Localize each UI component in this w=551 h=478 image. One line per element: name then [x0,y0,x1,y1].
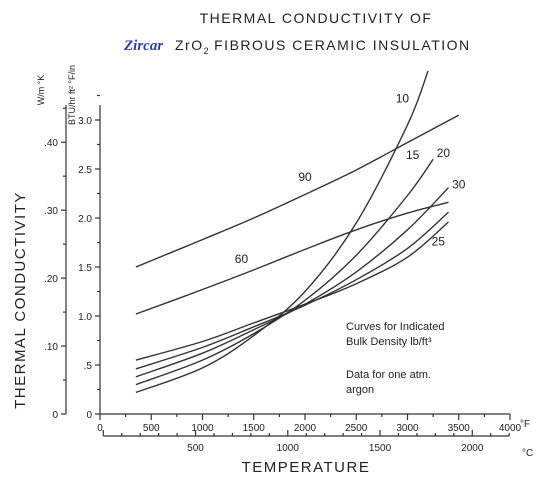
series-line-60 [135,201,449,315]
x-tick-label-c: 500 [187,443,204,454]
note-line-1: Curves for Indicated [346,321,444,333]
series-label-20: 20 [437,146,451,160]
series-label-25: 25 [432,234,446,248]
zircar-logo: Zircar [123,38,163,54]
series-label-30: 30 [452,178,466,192]
y-tick-label-imperial: 0 [86,410,92,421]
x-tick-label-f: 1500 [243,423,266,434]
series-label-90: 90 [298,170,312,184]
y-tick-label-si: .20 [44,274,58,285]
y-tick-label-imperial: 2.5 [78,165,92,176]
x-tick-label-f: 2000 [294,423,317,434]
series-label-10: 10 [396,91,410,105]
series-line-10 [135,70,429,394]
y-tick-label-si: .30 [44,206,58,217]
y-tick-label-si: 0 [52,410,58,421]
x-tick-label-c: 2000 [461,443,484,454]
x-tick-label-c: 1000 [277,443,300,454]
x-axis-title: TEMPERATURE [242,459,371,476]
y-unit-si: W/m °K [36,75,46,106]
x-tick-label-f: 0 [97,423,103,434]
x-tick-label-f: 4000 [499,423,522,434]
y-tick-label-imperial: .5 [84,361,93,372]
x-tick-label-f: 2500 [345,423,368,434]
series-line-25 [135,221,449,361]
series-label-15: 15 [406,148,420,162]
chart-title-line1: THERMAL CONDUCTIVITY OF [200,10,433,26]
note-line-4: argon [346,384,374,396]
series-line-30 [135,211,449,370]
series-line-15 [135,158,434,386]
y-tick-label-si: .10 [44,342,58,353]
y-unit-imperial: BTU/hr ft² °F/in [67,65,77,125]
x-unit-celsius: °C [522,448,533,459]
x-tick-label-f: 3500 [448,423,471,434]
series-line-90 [135,114,460,268]
series-label-60: 60 [235,252,249,266]
x-tick-label-f: 500 [143,423,160,434]
x-unit-fahrenheit: °F [520,419,530,430]
x-tick-label-f: 3000 [396,423,419,434]
note-line-2: Bulk Density lb/ft³ [346,336,432,348]
chart-title-line2: ZrO2 FIBROUS CERAMIC INSULATION [175,37,471,56]
x-tick-label-c: 1500 [369,443,392,454]
series-line-20 [135,187,450,378]
note-line-3: Data for one atm. [346,369,431,381]
y-tick-label-imperial: 1.0 [78,312,92,323]
y-axis-title: THERMAL CONDUCTIVITY [12,191,29,409]
data-series [135,70,460,394]
y-tick-label-imperial: 2.0 [78,214,92,225]
y-tick-label-si: .40 [44,138,58,149]
series-labels: 90 60 10 15 20 30 25 [235,91,466,266]
y-tick-label-imperial: 1.5 [78,263,92,274]
y-tick-label-imperial: 3.0 [78,116,92,127]
x-tick-label-f: 1000 [191,423,214,434]
